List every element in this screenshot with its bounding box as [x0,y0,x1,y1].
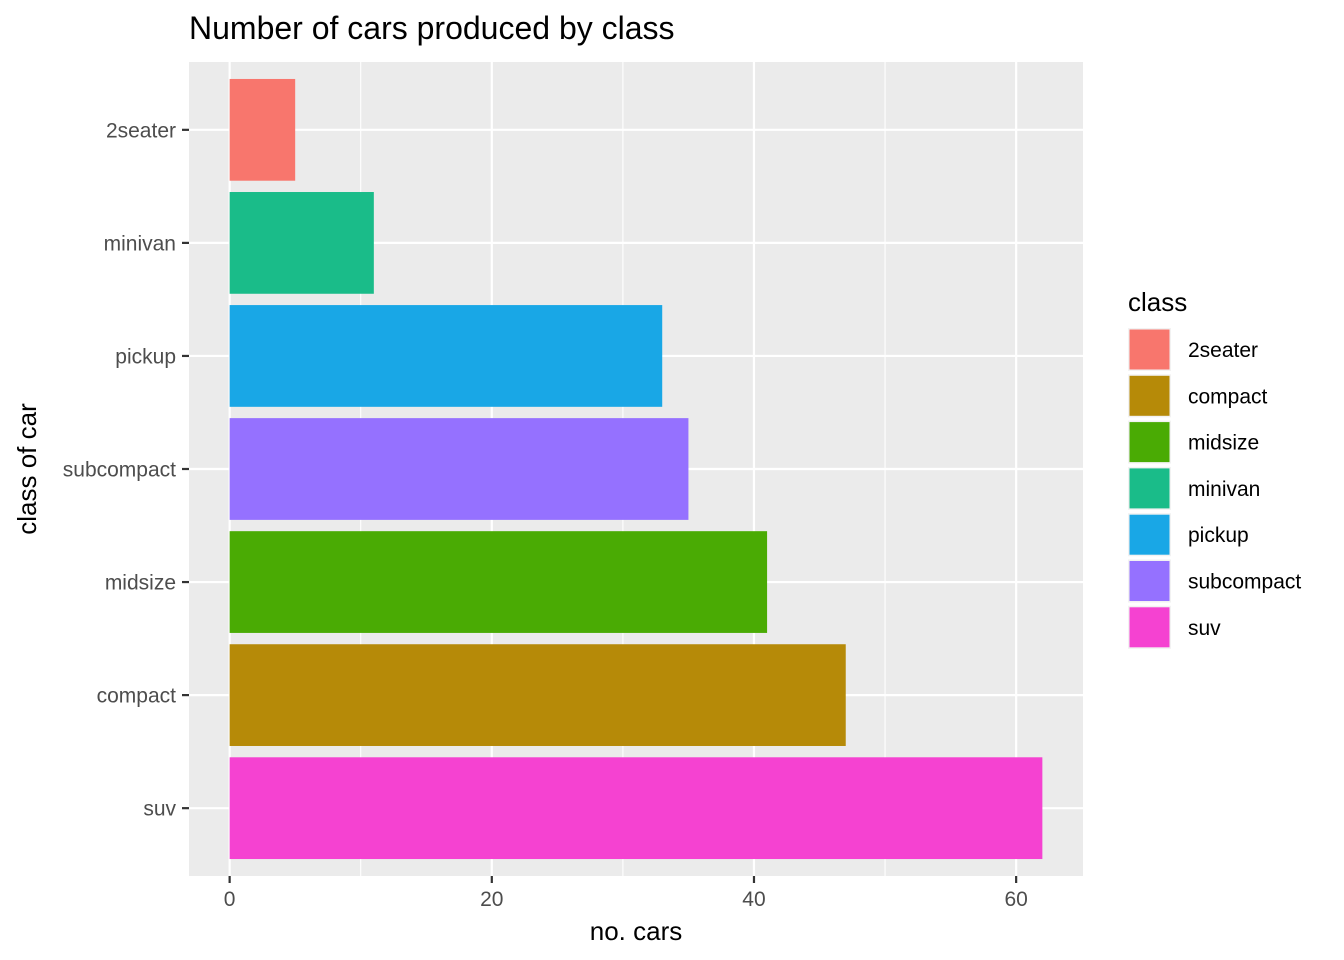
legend-key [1129,329,1170,370]
chart-title: Number of cars produced by class [189,10,675,46]
legend-label: minivan [1188,478,1260,501]
legend-key [1129,422,1170,463]
legend: class 2seater compact midsize minivan pickup… [1128,287,1301,649]
y-tick-label: 2seater [106,119,176,142]
legend-key [1129,561,1170,601]
bar-minivan [229,192,374,294]
y-tick-label: compact [97,685,177,708]
y-tick-label: subcompact [63,459,176,482]
x-tick-label: 40 [742,888,765,911]
x-tick-label: 60 [1004,888,1027,911]
legend-label: suv [1188,617,1221,640]
legend-key [1129,514,1170,555]
x-axis-label: no. cars [590,916,683,946]
y-tick-label: pickup [115,345,176,368]
bar-compact [229,644,846,746]
y-tick-label: suv [143,798,176,821]
bar-pickup [229,305,663,407]
y-axis: 2seater minivan pickup subcompact midsize com… [63,119,189,821]
legend-label: pickup [1188,524,1249,547]
y-tick-label: midsize [105,572,176,595]
x-tick-label: 0 [224,888,236,911]
legend-key [1129,375,1170,416]
legend-label: compact [1188,385,1268,408]
x-axis: 0 20 40 60 [224,876,1028,911]
bar-subcompact [229,418,689,520]
legend-key [1129,607,1170,648]
legend-key [1129,468,1170,509]
bar-suv [229,757,1043,860]
y-tick-label: minivan [104,232,176,255]
x-tick-label: 20 [480,888,503,911]
bar-midsize [229,531,768,633]
legend-label: subcompact [1188,571,1301,594]
y-axis-label: class of car [12,403,42,535]
bars [229,78,1043,860]
bar-2seater [229,78,296,181]
legend-title: class [1128,287,1187,317]
legend-label: midsize [1188,432,1259,455]
legend-label: 2seater [1188,339,1258,362]
